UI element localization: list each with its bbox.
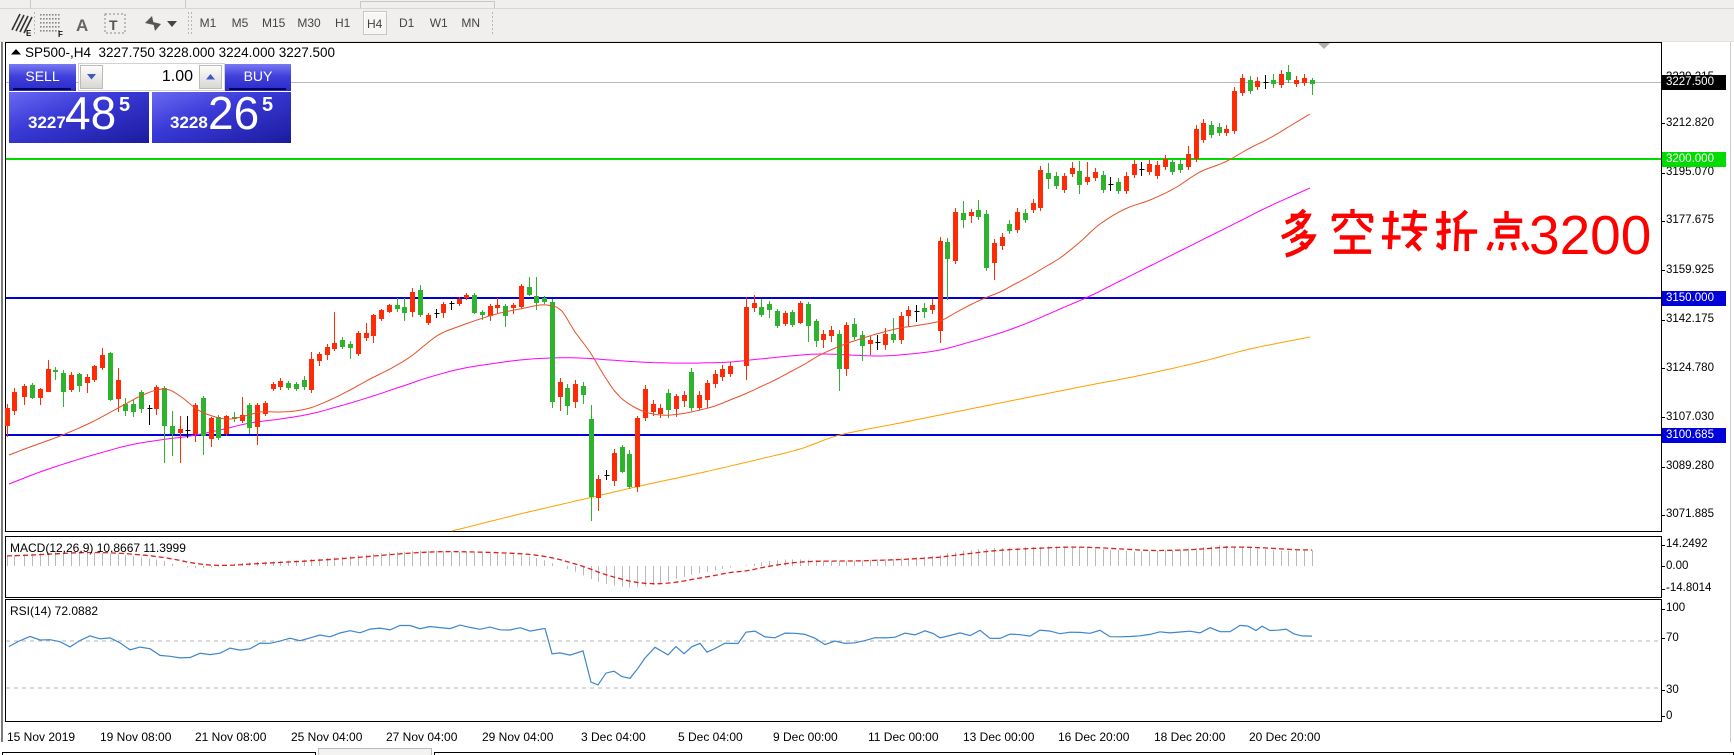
svg-text:3200: 3200 — [1529, 204, 1651, 266]
svg-text:F: F — [58, 30, 63, 39]
svg-text:A: A — [76, 16, 88, 35]
svg-text:T: T — [109, 17, 118, 33]
svg-text:E: E — [26, 29, 32, 38]
